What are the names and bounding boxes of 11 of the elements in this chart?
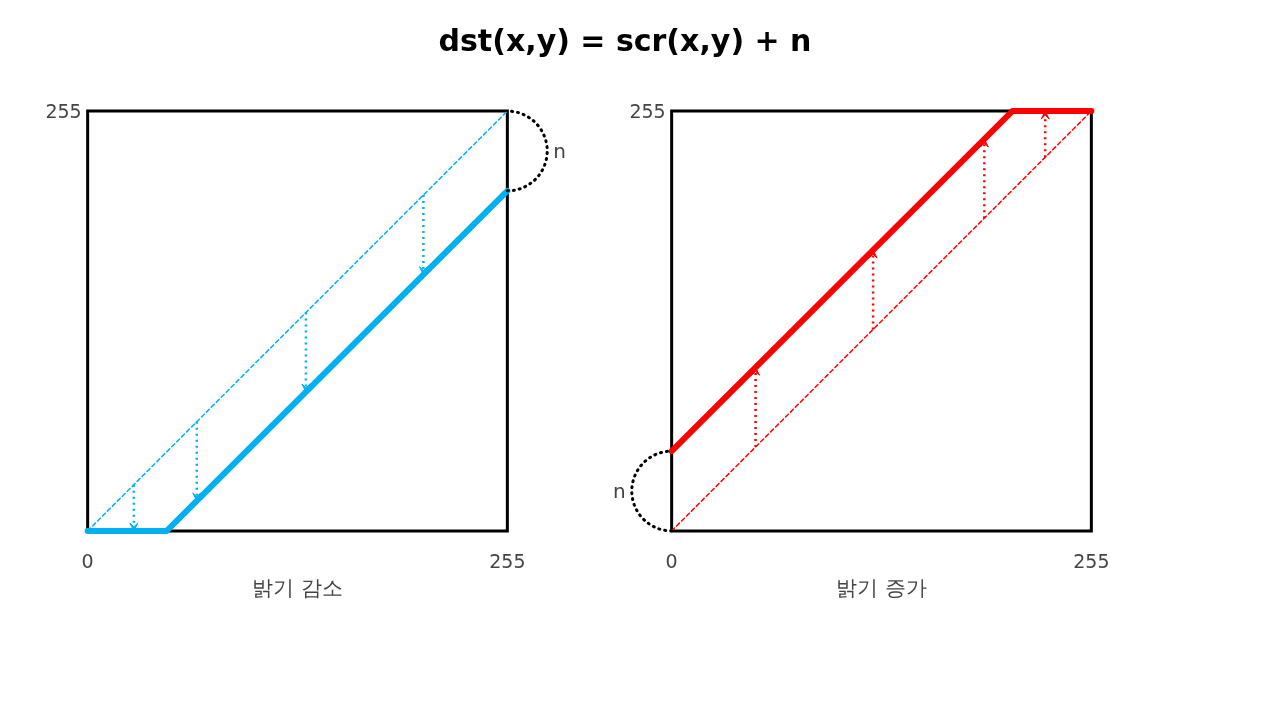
text: dst(x,y) = scr(x,y) + n: [438, 22, 812, 60]
x-axis-title: 밝기 감소: [252, 575, 343, 600]
text: n: [553, 138, 566, 163]
text: 255: [45, 99, 82, 122]
x-tick-label: 0: [665, 549, 678, 572]
x-tick-label: 0: [81, 549, 94, 572]
x-tick-label: 255: [1073, 549, 1110, 572]
x-axis-title: 밝기 증가: [836, 575, 927, 600]
x-tick-label: 255: [489, 549, 526, 572]
text: n: [613, 478, 626, 503]
text: 255: [629, 99, 666, 122]
